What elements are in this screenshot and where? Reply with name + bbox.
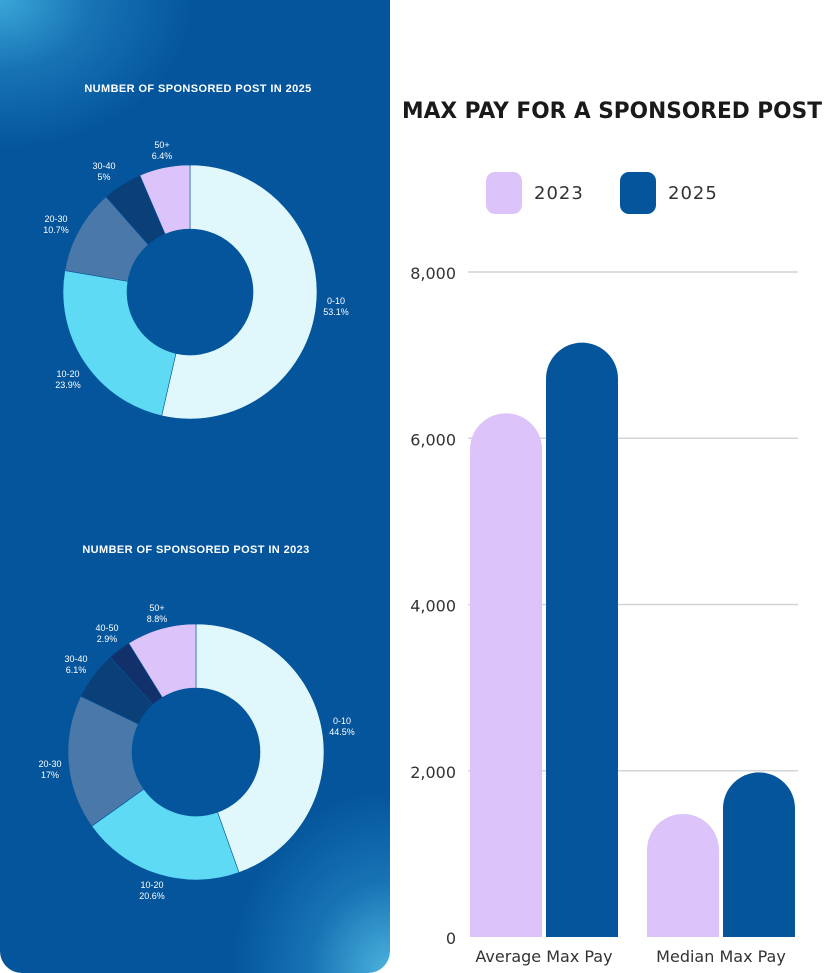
bar-2023-average-max-pay: [470, 413, 542, 937]
donut-panel: NUMBER OF SPONSORED POST IN 2025 NUMBER …: [0, 0, 390, 973]
donut-2023-slice-10-20: [91, 788, 240, 881]
donut-2023-value-20-30: 17%: [41, 770, 59, 780]
bar-2023-median-max-pay: [647, 813, 719, 937]
legend-label-2023: 2023: [534, 183, 584, 204]
y-tick-0: 0: [446, 929, 456, 948]
donut-2023-slice-0-10: [195, 623, 325, 873]
donut-2025-label-50+: 50+: [154, 140, 169, 150]
donut-2025-value-30-40: 5%: [97, 172, 110, 182]
donut-2025-label-30-40: 30-40: [92, 161, 115, 171]
donut-2025-value-50+: 6.4%: [152, 151, 173, 161]
donut-2023-label-50+: 50+: [149, 603, 164, 613]
y-tick-2,000: 2,000: [410, 763, 456, 782]
donut-2025-value-10-20: 23.9%: [55, 380, 81, 390]
bar-marks: [470, 342, 795, 937]
donut-2025-slice-10-20: [62, 270, 177, 417]
donut-2025-label-10-20: 10-20: [56, 369, 79, 379]
donut-2023-label-40-50: 40-50: [95, 623, 118, 633]
donut-2023-label-0-10: 0-10: [333, 716, 351, 726]
bar-chart-title: MAX PAY FOR A SPONSORED POST: [402, 99, 822, 124]
donut-2023-label-20-30: 20-30: [38, 759, 61, 769]
donut-2023-value-50+: 8.8%: [147, 614, 168, 624]
donut-2023-value-30-40: 6.1%: [66, 665, 87, 675]
bar-legend: 2023 2025: [486, 172, 718, 214]
legend-swatch-2023: [486, 172, 522, 214]
donut-2025-slice-50+: [139, 164, 191, 235]
donut-charts: NUMBER OF SPONSORED POST IN 2025 NUMBER …: [38, 83, 354, 901]
donut-2025-value-0-10: 53.1%: [323, 307, 349, 317]
x-label-average-max-pay: Average Max Pay: [475, 947, 612, 966]
donut-2023-value-0-10: 44.5%: [329, 727, 355, 737]
bar-2025-average-max-pay: [546, 342, 618, 937]
bar-axis-labels: 0 2,000 4,000 6,000 8,000 Average Max Pay Medi…: [410, 264, 786, 966]
y-tick-8,000: 8,000: [410, 264, 456, 283]
donut-2023-title: NUMBER OF SPONSORED POST IN 2023: [82, 544, 309, 556]
bar-chart: MAX PAY FOR A SPONSORED POST 2023 2025 0 2…: [402, 99, 822, 966]
legend-label-2025: 2025: [668, 183, 718, 204]
donut-2023-slice-50+: [128, 623, 197, 698]
y-tick-6,000: 6,000: [410, 430, 456, 449]
donut-2025-label-0-10: 0-10: [327, 296, 345, 306]
donut-2025-slice-0-10: [161, 164, 318, 420]
x-label-median-max-pay: Median Max Pay: [656, 947, 786, 966]
donut-2023-label-10-20: 10-20: [140, 880, 163, 890]
legend-swatch-2025: [620, 172, 656, 214]
donut-2025-label-20-30: 20-30: [44, 214, 67, 224]
donut-2023-label-30-40: 30-40: [64, 654, 87, 664]
donut-2023-value-40-50: 2.9%: [97, 634, 118, 644]
donut-2023-value-10-20: 20.6%: [139, 891, 165, 901]
donut-2025-value-20-30: 10.7%: [43, 225, 69, 235]
bar-2025-median-max-pay: [723, 772, 795, 937]
y-tick-4,000: 4,000: [410, 597, 456, 616]
donut-2025-title: NUMBER OF SPONSORED POST IN 2025: [84, 83, 311, 95]
